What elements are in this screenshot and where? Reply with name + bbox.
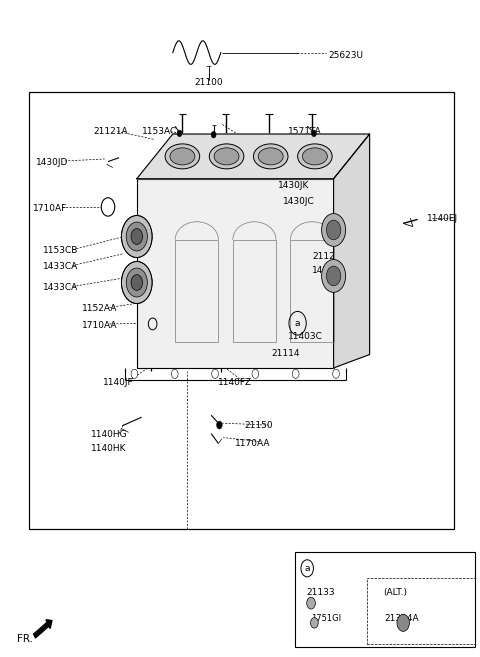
Text: 1153AC: 1153AC — [142, 127, 177, 136]
Text: 1571TA: 1571TA — [288, 127, 322, 136]
Circle shape — [212, 369, 218, 378]
Ellipse shape — [302, 148, 327, 165]
Bar — [175, 240, 218, 342]
Text: 21133: 21133 — [306, 588, 335, 597]
Text: 1433CA: 1433CA — [43, 262, 78, 271]
Text: FR.: FR. — [17, 633, 33, 644]
Text: 21121A: 21121A — [94, 127, 128, 136]
Circle shape — [311, 618, 318, 628]
Text: 11403C: 11403C — [288, 332, 323, 341]
Circle shape — [397, 614, 409, 631]
Circle shape — [326, 266, 341, 286]
Text: 1430JK: 1430JK — [240, 143, 271, 152]
Polygon shape — [137, 134, 370, 179]
Circle shape — [307, 597, 315, 609]
FancyArrow shape — [34, 620, 52, 638]
Text: 1751GI: 1751GI — [311, 614, 341, 623]
Circle shape — [126, 222, 147, 251]
Circle shape — [292, 369, 299, 378]
Circle shape — [322, 260, 346, 292]
Bar — [233, 240, 276, 342]
Ellipse shape — [165, 144, 200, 169]
Circle shape — [216, 421, 222, 429]
Circle shape — [211, 131, 216, 138]
Bar — [295, 552, 475, 647]
Text: (ALT.): (ALT.) — [383, 588, 407, 597]
Bar — [137, 179, 334, 368]
Text: 1140HG: 1140HG — [91, 430, 128, 440]
Text: 1140EJ: 1140EJ — [427, 214, 458, 223]
Circle shape — [131, 369, 138, 378]
Ellipse shape — [258, 148, 283, 165]
Text: a: a — [295, 319, 300, 328]
Circle shape — [121, 215, 152, 258]
Text: 1140HK: 1140HK — [91, 443, 127, 453]
Circle shape — [177, 130, 182, 137]
Circle shape — [333, 369, 339, 378]
Text: 1140FZ: 1140FZ — [218, 378, 252, 387]
Text: 25623U: 25623U — [329, 51, 364, 60]
Text: 21150: 21150 — [245, 421, 274, 430]
Ellipse shape — [170, 148, 195, 165]
Circle shape — [322, 214, 346, 246]
Text: 21100: 21100 — [194, 78, 223, 87]
Text: 1430JK: 1430JK — [278, 181, 310, 190]
Ellipse shape — [209, 144, 244, 169]
Bar — [367, 578, 475, 644]
Text: a: a — [304, 564, 310, 573]
Circle shape — [121, 261, 152, 304]
Text: 21314A: 21314A — [384, 614, 419, 623]
Text: 21114: 21114 — [271, 349, 300, 358]
Text: 1710AF: 1710AF — [33, 204, 67, 214]
Text: 1430JC: 1430JC — [283, 197, 315, 206]
Text: 1433CA: 1433CA — [43, 283, 78, 292]
Circle shape — [312, 130, 316, 137]
Text: 1140JF: 1140JF — [103, 378, 134, 387]
Bar — [290, 240, 334, 342]
Circle shape — [131, 229, 143, 244]
Text: 1153CB: 1153CB — [43, 246, 79, 256]
Text: 1152AA: 1152AA — [82, 304, 117, 313]
Text: 1170AA: 1170AA — [235, 439, 271, 448]
Polygon shape — [334, 134, 370, 368]
Text: 1710AA: 1710AA — [82, 321, 117, 330]
Circle shape — [171, 369, 178, 378]
Circle shape — [252, 369, 259, 378]
Text: 1430JD: 1430JD — [36, 158, 68, 168]
Circle shape — [126, 268, 147, 297]
Circle shape — [326, 220, 341, 240]
Ellipse shape — [298, 144, 332, 169]
Ellipse shape — [253, 144, 288, 169]
Text: 1430JK: 1430JK — [312, 266, 343, 275]
Bar — [29, 92, 454, 529]
Ellipse shape — [214, 148, 239, 165]
Circle shape — [131, 275, 143, 290]
Text: 21124: 21124 — [312, 252, 340, 261]
